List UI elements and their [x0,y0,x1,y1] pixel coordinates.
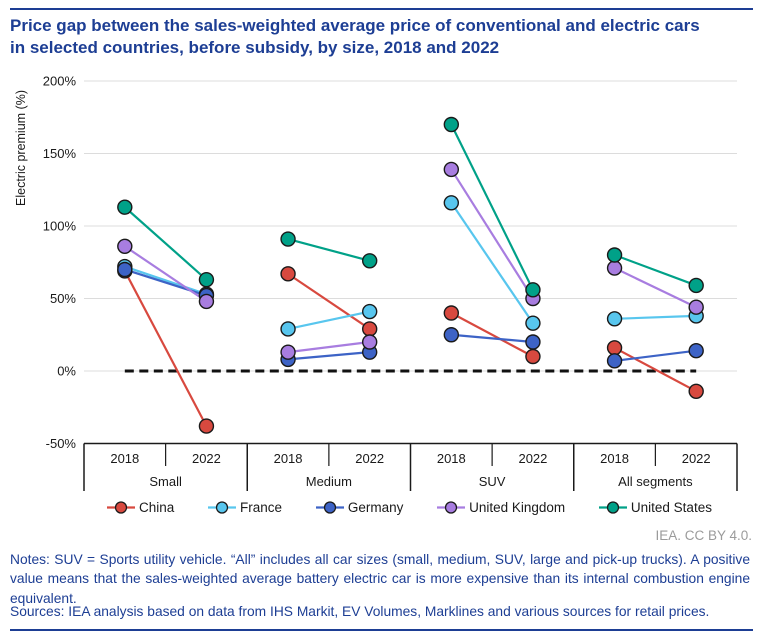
data-point-united-kingdom [361,334,378,350]
data-point-united-states [443,116,460,133]
notes-text: Notes: SUV = Sports utility vehicle. “Al… [10,552,750,606]
data-point-germany [606,353,623,369]
series-line-china [287,272,371,330]
data-point-united-kingdom [280,344,296,360]
legend-label: Germany [347,500,404,515]
chart-legend: China France Germany United Kingdom United S… [106,500,712,515]
top-divider [10,8,753,10]
data-point-united-kingdom [606,260,623,276]
y-tick-label: -50% [46,436,77,451]
data-point-germany [117,261,133,278]
chart-plot-area: 200% 150% 100% 50% 0% -50% Electric premium (%… [14,74,738,491]
series-line-france [124,265,207,296]
legend-label: China [139,500,175,515]
chart-title: Price gap between the sales-weighted ave… [10,15,700,60]
series-line-china [614,346,697,393]
series-line-united-kingdom [287,340,370,354]
data-point-united-kingdom [117,238,133,255]
chart-title-line2: in selected countries, before subsidy, b… [10,38,500,58]
y-tick-label: 0% [57,364,76,379]
x-year-label: 2022 [192,451,221,466]
data-point-united-kingdom [688,299,704,315]
x-year-label: 2022 [682,451,711,466]
data-point-china [198,418,215,434]
data-point-china [280,266,296,282]
y-axis-title: Electric premium (%) [14,90,28,206]
x-group-label: Medium [306,474,352,489]
series-line-germany [287,351,370,361]
sources-text: Sources: IEA analysis based on data from… [10,604,710,619]
data-point-united-states [198,271,215,288]
data-point-united-states [280,231,296,247]
series-line-united-states [287,237,370,262]
data-point-france [280,321,296,337]
legend-item-china: China [106,500,174,515]
x-group-label: Small [149,474,182,489]
data-point-france [361,303,378,320]
legend-label: United Kingdom [469,500,566,515]
legend-marker-icon [598,501,627,514]
data-point-united-kingdom [198,293,215,310]
y-tick-label: 100% [43,219,77,234]
x-year-label: 2022 [518,451,547,466]
series-line-china [450,312,534,358]
series-line-united-states [614,253,697,287]
x-year-label: 2022 [355,451,384,466]
data-point-united-states [688,277,704,294]
x-group-label: All segments [618,474,693,489]
data-point-china [606,340,623,356]
legend-item-united-kingdom: United Kingdom [436,500,565,515]
x-year-label: 2018 [110,451,139,466]
x-year-label: 2018 [274,451,303,466]
series-line-united-states [124,206,208,281]
data-point-china [688,383,704,399]
series-line-united-kingdom [450,168,534,300]
legend-marker-icon [107,501,135,514]
series-line-united-kingdom [614,267,697,309]
data-point-france [443,195,460,211]
data-point-germany [525,334,541,350]
x-year-label: 2018 [437,451,466,466]
x-group-label: SUV [479,474,506,489]
series-line-germany [614,349,697,362]
legend-marker-icon [437,501,466,514]
y-tick-label: 200% [43,74,77,89]
data-point-china [443,305,460,321]
data-point-germany [688,343,704,359]
license-credit: IEA. CC BY 4.0. [655,528,752,543]
y-tick-label: 150% [43,146,77,161]
legend-item-france: France [207,500,282,515]
series-line-france [450,202,534,324]
legend-item-germany: Germany [315,500,404,515]
series-line-united-states [450,124,534,291]
data-point-china [525,348,541,365]
bottom-divider [10,629,753,631]
legend-label: France [240,500,283,515]
series-line-united-kingdom [124,245,208,303]
data-point-united-states [361,253,378,269]
legend-marker-icon [315,501,344,514]
data-point-china [361,321,378,337]
data-point-france [525,315,541,331]
data-point-germany [443,327,460,343]
data-point-united-states [606,247,623,263]
legend-label: United States [630,500,712,515]
chart-title-line1: Price gap between the sales-weighted ave… [10,16,700,35]
legend-item-united-states: United States [598,500,712,515]
x-year-label: 2018 [600,451,629,466]
data-point-united-states [117,199,133,215]
series-line-france [287,310,370,331]
legend-marker-icon [208,501,237,514]
series-line-germany [451,333,534,344]
y-tick-label: 50% [50,291,76,306]
data-point-france [606,311,623,327]
series-line-china [123,270,208,427]
data-point-united-states [525,282,541,298]
series-line-france [614,314,697,320]
data-point-united-kingdom [443,161,460,178]
